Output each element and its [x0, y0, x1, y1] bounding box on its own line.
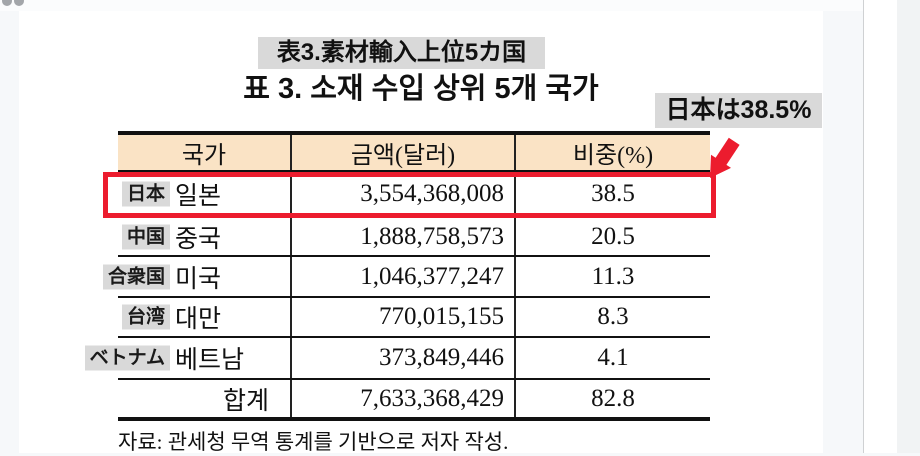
cell-total-label: 합계	[118, 380, 290, 417]
cell-amount: 770,015,155	[290, 298, 514, 336]
red-arrow-icon	[700, 128, 748, 184]
document-page: 表3.素材輸入上位5カ国 표 3. 소재 수입 상위 5개 국가 日本は38.5…	[19, 11, 823, 454]
cell-share: 11.3	[514, 257, 710, 296]
cell-total-amount: 7,633,368,429	[290, 380, 514, 417]
country-label-cjk: 日本	[121, 181, 170, 207]
import-table: 국가 금액(달러) 비중(%) 日本 일본 3,554,368,008 38.5…	[84, 131, 710, 421]
adjacent-page-edge	[864, 0, 897, 453]
table-title-korean: 표 3. 소재 수입 상위 5개 국가	[243, 73, 599, 105]
header-amount: 금액(달러)	[290, 135, 514, 170]
table-header-row: 국가 금액(달러) 비중(%)	[118, 135, 710, 172]
header-country: 국가	[181, 143, 227, 169]
cell-share: 20.5	[514, 218, 710, 255]
window-control-dot[interactable]	[2, 0, 12, 6]
country-label-cjk: 台湾	[121, 304, 170, 330]
source-note: 자료: 관세청 무역 통계를 기반으로 저자 작성.	[118, 430, 509, 454]
viewer-right-gutter	[897, 0, 920, 453]
cell-share: 4.1	[514, 338, 710, 378]
header-share: 비중(%)	[514, 135, 710, 170]
cell-country: 中国 중국	[118, 218, 290, 255]
cell-amount: 373,849,446	[290, 338, 514, 378]
country-label-cjk: 合衆国	[102, 264, 170, 289]
cell-amount: 1,888,758,573	[290, 218, 514, 255]
table-row-taiwan: 台湾 대만 770,015,155 8.3	[118, 298, 710, 338]
cell-country: 日本 일본	[118, 172, 290, 216]
country-name-korean: 미국	[175, 265, 222, 293]
window-control-dot[interactable]	[14, 0, 24, 6]
table-row-total: 합계 7,633,368,429 82.8	[118, 380, 710, 417]
cell-total-share: 82.8	[514, 380, 710, 417]
table-row-vietnam: ベトナム 베트남 373,849,446 4.1	[84, 338, 710, 380]
cell-amount: 1,046,377,247	[290, 257, 514, 296]
cell-country: 合衆国 미국	[102, 257, 290, 296]
table-row-japan: 日本 일본 3,554,368,008 38.5	[118, 172, 710, 218]
table-row-usa: 合衆国 미국 1,046,377,247 11.3	[102, 257, 710, 298]
table-title-japanese: 表3.素材輸入上位5カ国	[258, 37, 545, 69]
country-name-korean: 중국	[175, 225, 222, 253]
cell-country: 台湾 대만	[118, 298, 290, 336]
country-label-cjk: 中国	[121, 224, 170, 249]
country-name-korean: 대만	[175, 306, 222, 333]
cell-share: 38.5	[514, 172, 710, 216]
cell-country: ベトナム 베트남	[84, 338, 290, 378]
country-name-korean: 베트남	[175, 347, 245, 374]
cell-share: 8.3	[514, 298, 710, 336]
total-label-korean: 합계	[223, 387, 270, 415]
japan-share-callout: 日本は38.5%	[655, 93, 822, 128]
viewer-top-band	[0, 0, 920, 11]
cell-amount: 3,554,368,008	[290, 172, 514, 216]
country-name-korean: 일본	[175, 183, 222, 210]
table-row-china: 中国 중국 1,888,758,573 20.5	[118, 218, 710, 257]
country-label-cjk: ベトナム	[84, 345, 170, 371]
viewer-separator-line	[863, 0, 864, 453]
